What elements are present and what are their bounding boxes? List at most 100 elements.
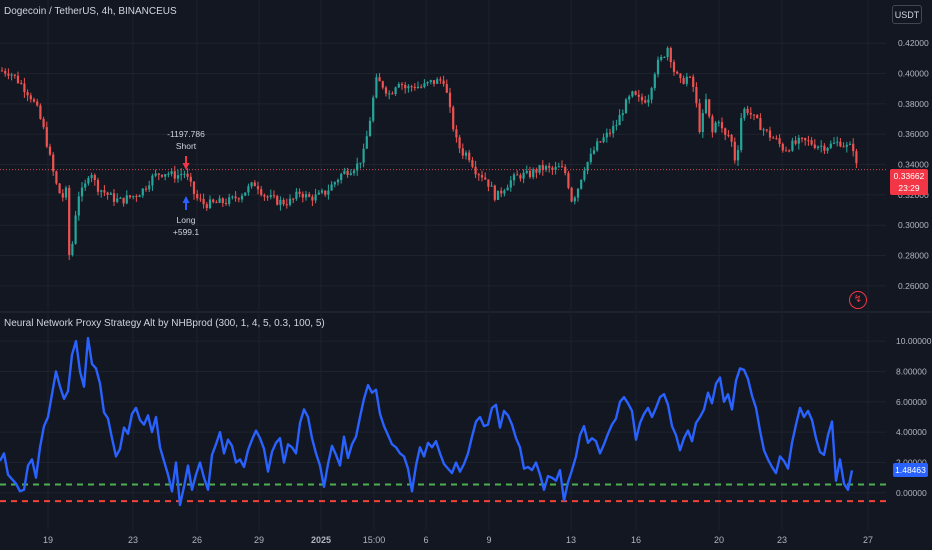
candle-body bbox=[68, 187, 71, 255]
long-signal-label: Long bbox=[177, 215, 196, 225]
candle-body bbox=[234, 196, 237, 199]
indicator-tick-label: 4.00000 bbox=[896, 427, 927, 437]
candle-body bbox=[589, 153, 592, 163]
candle-body bbox=[628, 96, 631, 100]
candle-body bbox=[836, 141, 839, 143]
candle-body bbox=[557, 166, 560, 168]
candle-body bbox=[23, 83, 26, 93]
candle-body bbox=[637, 94, 640, 97]
candle-body bbox=[298, 191, 301, 194]
trade-markers[interactable]: -1197.786 Short Long +599.1 bbox=[167, 129, 205, 237]
candle-body bbox=[125, 195, 128, 204]
candle-body bbox=[368, 120, 372, 137]
candle-body bbox=[567, 173, 570, 188]
candle-body bbox=[580, 179, 583, 189]
candle-body bbox=[215, 202, 218, 204]
candle-body bbox=[458, 137, 461, 149]
candle-body bbox=[599, 141, 602, 143]
candle-body bbox=[167, 173, 170, 175]
candle-body bbox=[375, 77, 378, 98]
price-tick-label: 0.28000 bbox=[898, 251, 929, 261]
candle-body bbox=[58, 183, 61, 194]
candle-body bbox=[189, 176, 192, 182]
candle-body bbox=[183, 173, 186, 175]
currency-button[interactable]: USDT bbox=[892, 5, 922, 24]
candle-body bbox=[525, 170, 528, 173]
candle-body bbox=[624, 99, 628, 114]
candle-body bbox=[727, 134, 730, 136]
candle-body bbox=[77, 196, 80, 216]
candle-body bbox=[4, 70, 7, 74]
candle-body bbox=[618, 115, 621, 126]
candle-body bbox=[100, 190, 103, 192]
candle-body bbox=[538, 165, 541, 173]
candle-body bbox=[717, 122, 720, 124]
candle-body bbox=[13, 74, 16, 76]
candle-body bbox=[752, 114, 756, 116]
candle-body bbox=[250, 182, 253, 187]
candle-body bbox=[608, 132, 612, 134]
indicator-title: Neural Network Proxy Strategy Alt by NHB… bbox=[4, 318, 325, 329]
candle-body bbox=[397, 84, 400, 88]
candlestick-series[interactable] bbox=[0, 46, 886, 261]
candle-body bbox=[740, 118, 743, 150]
candle-body bbox=[391, 93, 394, 95]
candle-body bbox=[826, 147, 829, 151]
candle-body bbox=[221, 198, 224, 204]
candle-body bbox=[688, 76, 692, 78]
candle-body bbox=[253, 182, 256, 187]
candle-body bbox=[445, 84, 448, 93]
candle-body bbox=[816, 146, 820, 149]
lightning-icon[interactable]: ↯ bbox=[849, 291, 867, 309]
candle-body bbox=[410, 86, 413, 88]
candle-body bbox=[320, 190, 324, 193]
indicator-tick-label: 10.00000 bbox=[896, 336, 932, 346]
time-tick-label: 23 bbox=[777, 535, 787, 545]
candle-body bbox=[269, 195, 272, 197]
candle-body bbox=[631, 91, 634, 97]
candle-body bbox=[823, 145, 826, 151]
candle-body bbox=[138, 195, 141, 198]
candle-body bbox=[7, 73, 10, 76]
indicator-line[interactable] bbox=[0, 336, 854, 507]
candle-body bbox=[506, 187, 509, 191]
candle-body bbox=[663, 56, 666, 58]
candle-body bbox=[103, 190, 106, 193]
time-tick-label: 13 bbox=[566, 535, 576, 545]
candle-body bbox=[768, 130, 772, 138]
candle-body bbox=[96, 179, 100, 192]
candle-body bbox=[282, 199, 285, 205]
candle-body bbox=[416, 86, 420, 89]
candle-body bbox=[576, 188, 580, 198]
candle-body bbox=[596, 141, 599, 151]
candle-body bbox=[839, 141, 842, 147]
candle-body bbox=[528, 170, 532, 177]
candle-body bbox=[247, 186, 250, 193]
candle-body bbox=[176, 175, 180, 179]
candle-body bbox=[448, 92, 452, 108]
candle-body bbox=[692, 76, 695, 88]
last-price-badge: 0.33662 23:29 bbox=[890, 169, 928, 195]
candle-body bbox=[560, 166, 564, 168]
candle-body bbox=[285, 204, 288, 206]
candle-body bbox=[160, 174, 164, 177]
indicator-series[interactable] bbox=[0, 336, 886, 507]
candle-body bbox=[356, 163, 359, 171]
candle-body bbox=[714, 122, 717, 133]
time-tick-label: 16 bbox=[631, 535, 641, 545]
candle-body bbox=[362, 148, 365, 163]
price-tick-label: 0.36000 bbox=[898, 129, 929, 139]
candle-body bbox=[154, 173, 157, 176]
candle-body bbox=[349, 173, 352, 176]
short-signal-label: Short bbox=[176, 141, 197, 151]
candle-body bbox=[701, 113, 704, 133]
candle-body bbox=[724, 128, 727, 135]
candle-body bbox=[592, 150, 596, 154]
candle-body bbox=[496, 190, 500, 200]
time-tick-label: 9 bbox=[486, 535, 491, 545]
candle-body bbox=[116, 198, 119, 202]
candle-body bbox=[279, 199, 282, 205]
candle-body bbox=[800, 137, 804, 139]
candle-body bbox=[586, 162, 589, 171]
